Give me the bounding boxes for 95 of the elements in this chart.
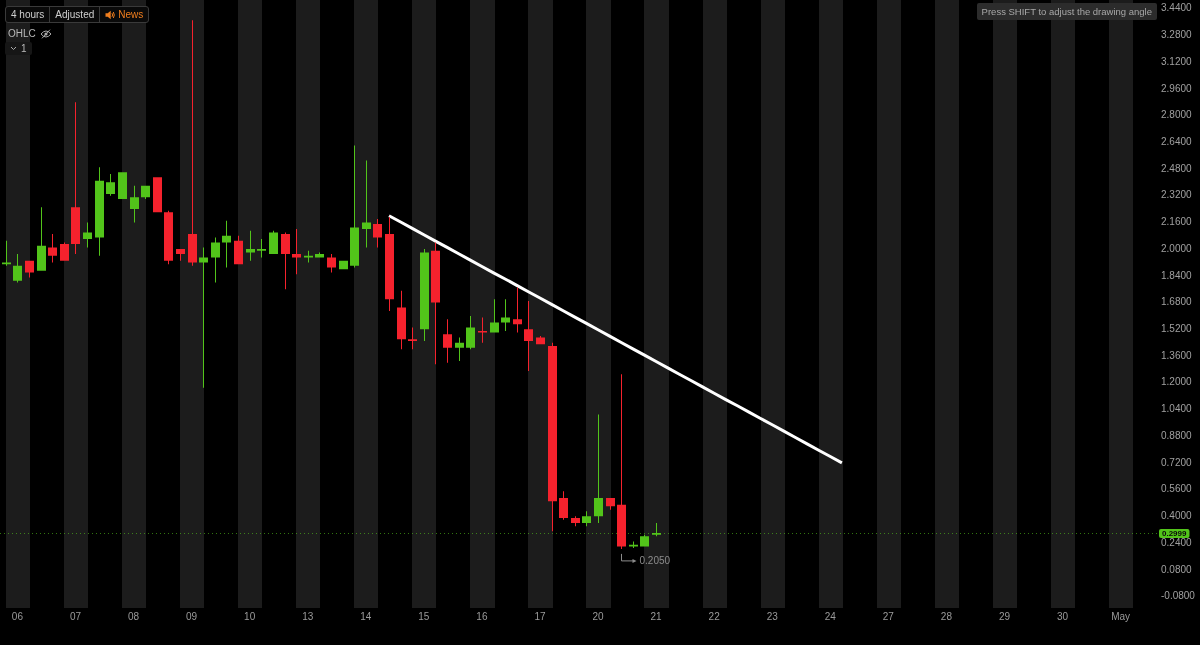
candlestick: [164, 210, 173, 265]
x-tick-label: 16: [476, 611, 488, 623]
x-tick-label: 27: [882, 611, 895, 623]
y-tick-label: 0.4000: [1161, 510, 1193, 522]
y-tick-label: 2.9600: [1161, 82, 1193, 94]
candlestick: [617, 374, 626, 549]
candlestick: [466, 315, 475, 350]
annotation: News: [118, 9, 144, 20]
y-tick-label: -0.0800: [1161, 590, 1196, 602]
candlestick: [71, 102, 80, 255]
candlestick: [211, 237, 220, 283]
candlestick: [48, 234, 57, 263]
candlestick: [37, 207, 46, 271]
x-tick-label: 30: [1056, 611, 1069, 623]
candlestick: [199, 247, 208, 388]
x-tick-label: 06: [11, 611, 24, 623]
candlestick: [431, 242, 440, 365]
candlestick: [455, 337, 464, 362]
y-tick-label: 0.2400: [1161, 536, 1193, 548]
x-tick-label: 20: [592, 611, 605, 623]
annotation: OHLC: [8, 28, 36, 39]
candlestick: [83, 222, 92, 248]
y-tick-label: 0.5600: [1161, 483, 1193, 495]
x-tick-label: 22: [708, 611, 721, 623]
candlestick: [478, 317, 487, 343]
candlestick: [153, 177, 162, 213]
candlestick: [362, 160, 371, 248]
y-tick-label: 1.8400: [1161, 269, 1193, 281]
y-tick-label: 1.5200: [1161, 323, 1193, 335]
y-tick-label: 1.2000: [1161, 376, 1193, 388]
candlestick: [501, 299, 510, 331]
candlestick: [13, 254, 22, 283]
y-tick-label: 0.7200: [1161, 456, 1193, 468]
annotation: 1: [21, 43, 27, 54]
candlestick: [176, 249, 185, 261]
candlestick: [118, 172, 127, 199]
candlestick: [130, 185, 139, 223]
candlestick: [327, 254, 336, 273]
y-tick-label: 3.2800: [1161, 29, 1193, 41]
y-tick-label: 2.1600: [1161, 216, 1193, 228]
annotation: 4 hours: [11, 9, 45, 20]
ref-line-label: 0.2999: [1162, 529, 1188, 539]
x-tick-label: 09: [186, 611, 198, 623]
y-tick-label: 0.0800: [1161, 563, 1193, 575]
candlestick: [385, 217, 394, 311]
x-tick-label: 24: [824, 611, 837, 623]
x-tick-label: 13: [302, 611, 314, 623]
candlestick: [548, 342, 557, 532]
candlestick: [60, 242, 69, 261]
x-tick-label: 23: [766, 611, 779, 623]
candlestick: [188, 20, 197, 266]
candlestick: [652, 523, 661, 537]
y-tick-label: 2.0000: [1161, 242, 1193, 254]
x-tick-label: 21: [650, 611, 663, 623]
candlestick: [582, 511, 591, 527]
y-tick-label: 1.6800: [1161, 296, 1193, 308]
annotation: Adjusted: [55, 9, 95, 20]
x-tick-label: 08: [127, 611, 140, 623]
candlestick: [524, 300, 533, 372]
x-tick-label: May: [1111, 611, 1131, 623]
candlestick: [350, 145, 359, 268]
y-tick-label: 3.4400: [1161, 2, 1193, 14]
y-tick-label: 0.8800: [1161, 429, 1193, 441]
y-tick-label: 2.8000: [1161, 109, 1193, 121]
candlestick: [2, 240, 11, 266]
x-tick-label: 17: [534, 611, 546, 623]
candlestick: [95, 167, 104, 256]
y-tick-label: 2.6400: [1161, 135, 1193, 147]
candlestick: [269, 230, 278, 255]
candlestick: [246, 230, 255, 261]
y-tick-label: 2.3200: [1161, 189, 1193, 201]
annotation: 0.2050: [639, 554, 671, 566]
candlestick: [257, 239, 266, 258]
x-tick-label: 14: [360, 611, 372, 623]
candlestick: [281, 232, 290, 290]
candlestick: [443, 319, 452, 363]
y-tick-label: 1.3600: [1161, 349, 1193, 361]
x-tick-label: 07: [69, 611, 82, 623]
x-tick-label: 28: [940, 611, 953, 623]
y-tick-label: 3.1200: [1161, 55, 1193, 67]
x-tick-label: 10: [244, 611, 256, 623]
candlestick: [490, 299, 499, 333]
candlestick: [106, 173, 115, 196]
y-tick-label: 1.0400: [1161, 403, 1193, 415]
x-tick-label: 15: [418, 611, 430, 623]
x-tick-label: 29: [998, 611, 1011, 623]
candlestick: [513, 287, 522, 333]
candlestick: [559, 491, 568, 520]
candlestick: [408, 327, 417, 350]
candlestick: [420, 249, 429, 341]
candlestick: [594, 414, 603, 524]
annotation: Press SHIFT to adjust the drawing angle: [981, 6, 1152, 17]
y-tick-label: 2.4800: [1161, 162, 1193, 174]
candlestick: [292, 229, 301, 275]
candlestick: [571, 516, 580, 527]
